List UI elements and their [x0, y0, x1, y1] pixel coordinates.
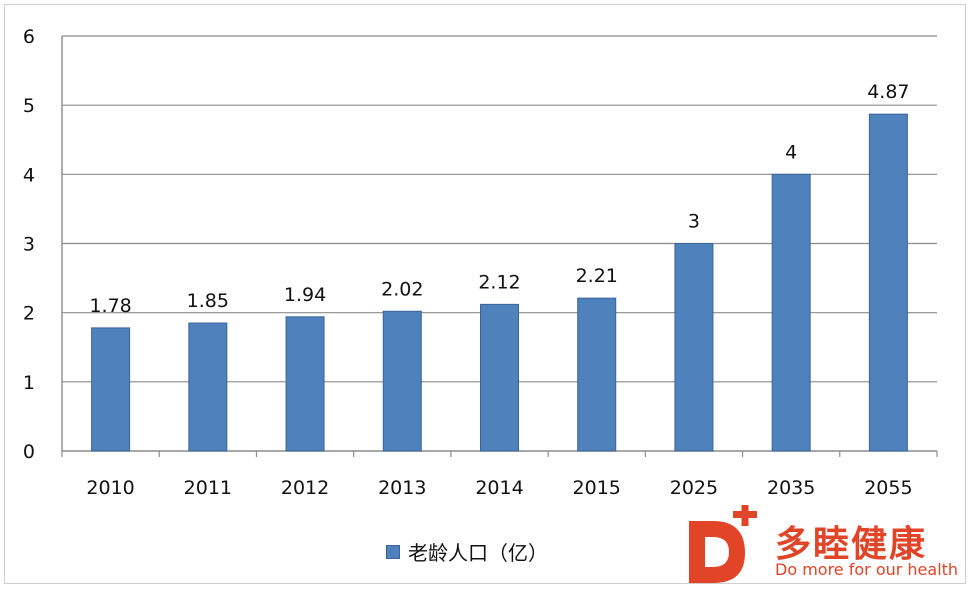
legend-swatch: [386, 544, 400, 559]
brand-tagline: Do more for our health: [775, 560, 959, 579]
data-label: 3: [688, 211, 700, 233]
data-label: 4: [785, 141, 797, 163]
x-tick-label: 2012: [281, 477, 329, 499]
bar: [674, 243, 714, 452]
y-tick-label: 3: [23, 234, 35, 256]
y-tick-label: 0: [23, 441, 35, 463]
bar: [577, 297, 617, 452]
bar: [868, 113, 908, 452]
y-tick-label: 2: [23, 303, 35, 325]
data-label: 2.21: [576, 265, 618, 287]
chart-frame: [4, 4, 966, 584]
y-tick-label: 6: [23, 26, 35, 48]
x-tick-label: 2011: [184, 477, 232, 499]
data-label: 4.87: [867, 81, 909, 103]
x-tick-label: 2010: [86, 477, 134, 499]
data-label: 1.94: [284, 284, 326, 306]
x-tick-label: 2035: [767, 477, 815, 499]
x-tick-label: 2025: [670, 477, 718, 499]
bar: [480, 303, 519, 452]
y-tick-label: 4: [23, 164, 35, 186]
x-tick-label: 2014: [475, 477, 523, 499]
bar: [382, 310, 422, 452]
legend: 老龄人口（亿）: [386, 537, 548, 566]
x-tick-label: 2013: [378, 477, 426, 499]
brand-name: 多睦健康: [775, 524, 928, 565]
x-tick-label: 2055: [864, 477, 912, 499]
data-label: 1.78: [89, 295, 131, 317]
bar: [771, 173, 811, 452]
watermark: 多睦健康 Do more for our health: [683, 505, 968, 585]
brand-logo: [689, 505, 757, 583]
legend-label: 老龄人口（亿）: [408, 541, 548, 565]
y-tick-label: 5: [23, 95, 35, 117]
y-tick-label: 1: [23, 372, 35, 394]
x-tick-label: 2015: [573, 477, 621, 499]
bar: [91, 327, 131, 452]
data-label: 2.12: [478, 271, 520, 293]
bar: [285, 316, 325, 452]
bar: [188, 322, 228, 452]
data-label: 2.02: [381, 278, 423, 300]
data-label: 1.85: [187, 290, 229, 312]
